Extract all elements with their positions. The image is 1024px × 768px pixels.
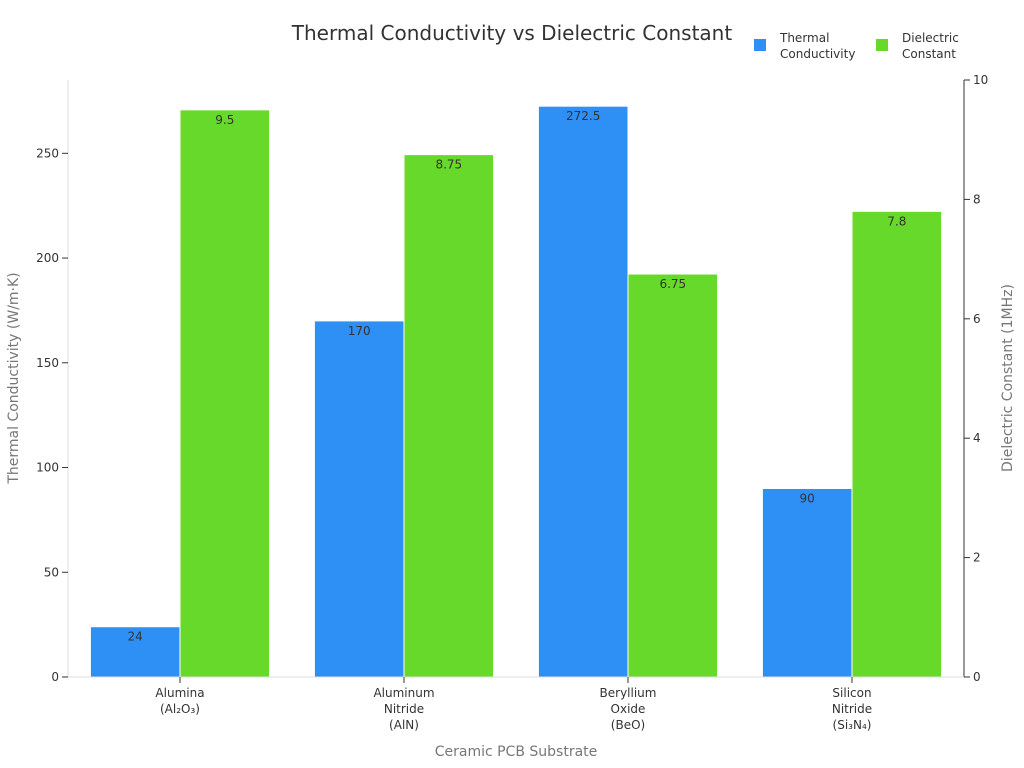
legend: Thermal Conductivity Dielectric Constant [754,31,959,61]
x-tick-label: Silicon Nitride (Si₃N₄) [832,686,872,732]
data-label: 24 [128,630,143,644]
chart-title: Thermal Conductivity vs Dielectric Const… [291,21,733,45]
y-right-tick-label: 10 [973,73,988,87]
data-label: 272.5 [566,109,600,123]
y-left-tick-label: 150 [36,356,59,370]
bar-thermal [537,105,629,678]
x-tick-label: Beryllium Oxide (BeO) [600,686,657,732]
y-left-tick-label: 250 [36,146,59,160]
legend-label: Thermal Conductivity [779,31,855,61]
y-right-tick-label: 0 [973,670,981,684]
y-right-tick-label: 2 [973,551,981,565]
bar-thermal [89,626,181,678]
bars-group: 24 9.5 170 8.75 272.5 6.75 90 7.8 [89,105,943,678]
y-left-tick-label: 100 [36,461,59,475]
legend-swatch [876,39,888,51]
bar-dielectric [851,210,943,678]
bar-dielectric [179,109,271,678]
legend-swatch [754,39,766,51]
x-tick-label: Aluminum Nitride (AlN) [373,686,434,732]
x-tick-label: Alumina (Al₂O₃) [155,686,204,716]
y-right-tick-label: 6 [973,312,981,326]
data-label: 90 [800,491,815,505]
y-left-tick-label: 0 [51,670,59,684]
data-label: 8.75 [435,158,462,172]
y-left-tick-label: 50 [44,565,59,579]
data-label: 170 [348,324,371,338]
data-label: 6.75 [659,277,686,291]
y-axis-left-title: Thermal Conductivity (W/m·K) [6,272,22,484]
y-right-tick-label: 4 [973,431,981,445]
data-label: 7.8 [887,214,906,228]
x-axis-title: Ceramic PCB Substrate [435,744,598,760]
bar-dielectric [403,154,495,678]
bar-dielectric [627,273,719,678]
y-right-tick-label: 8 [973,192,981,206]
bar-thermal [313,320,405,678]
bar-thermal [761,487,853,678]
y-axis-right-title: Dielectric Constant (1MHz) [1000,284,1016,472]
data-label: 9.5 [215,113,234,127]
y-left-tick-label: 200 [36,251,59,265]
legend-label: Dielectric Constant [902,31,959,61]
